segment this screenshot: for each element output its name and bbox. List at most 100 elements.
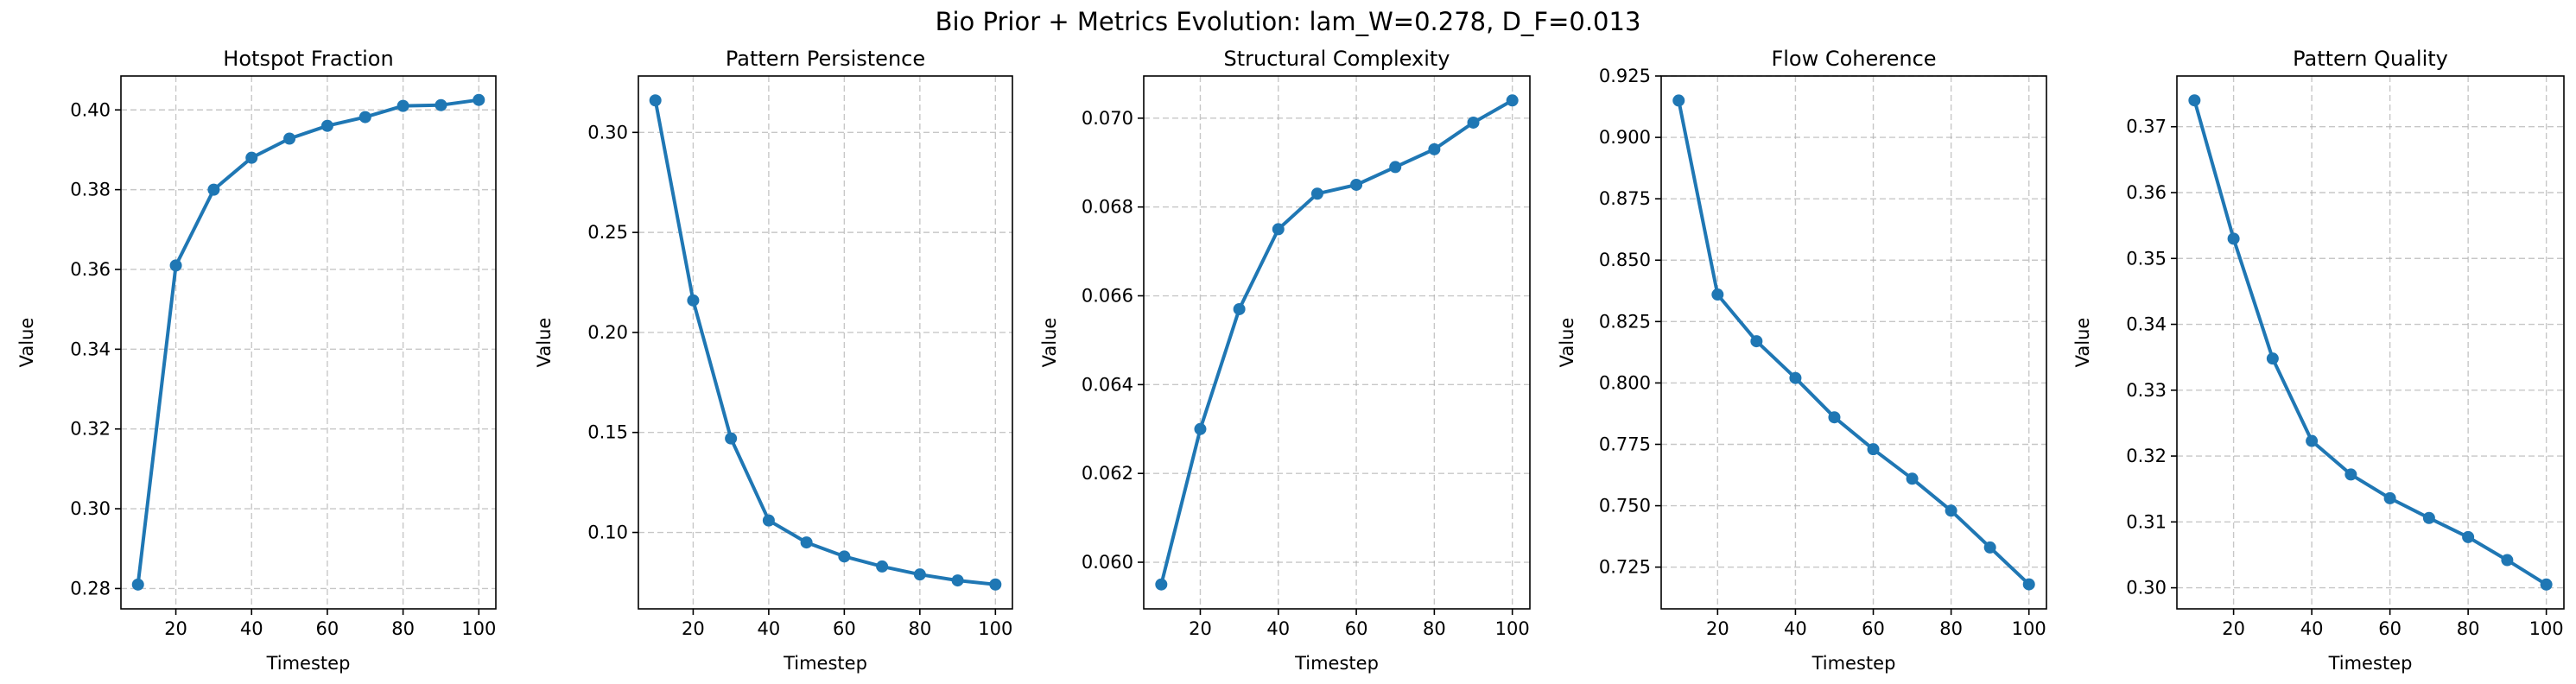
x-axis-label: Timestep bbox=[266, 653, 351, 674]
y-tick-label: 0.064 bbox=[1082, 374, 1133, 395]
subplot-3: 20 40 60 80 100 0.060 0.062 0.064 0.066 0.068 0.07… bbox=[1039, 47, 1531, 674]
x-tick-label: 100 bbox=[2012, 618, 2046, 639]
data-point bbox=[283, 132, 296, 145]
data-point bbox=[320, 119, 333, 132]
figure-title: Bio Prior + Metrics Evolution: lam_W=0.2… bbox=[935, 7, 1641, 36]
data-point bbox=[2022, 578, 2035, 591]
data-point bbox=[1194, 422, 1207, 435]
series-line bbox=[653, 99, 996, 586]
data-point bbox=[1711, 288, 1724, 301]
data-point bbox=[1828, 411, 1841, 424]
x-tick-label: 40 bbox=[240, 618, 263, 639]
subplot-5: 20 40 60 80 100 0.30 0.31 0.32 0.33 0.34 0.35 0.36 0… bbox=[2072, 47, 2565, 674]
data-point bbox=[1789, 371, 1802, 384]
axes-frame bbox=[1660, 75, 2047, 610]
y-tick-label: 0.31 bbox=[2126, 511, 2167, 532]
x-tick-label: 60 bbox=[833, 618, 856, 639]
y-axis-label: Value bbox=[534, 318, 555, 368]
x-tick-label: 20 bbox=[2222, 618, 2245, 639]
x-tick-label: 100 bbox=[978, 618, 1012, 639]
y-tick-label: 0.35 bbox=[2126, 248, 2167, 269]
x-tick-label: 40 bbox=[1784, 618, 1807, 639]
x-tick-label: 20 bbox=[682, 618, 705, 639]
data-point bbox=[1155, 578, 1168, 591]
y-tick-label: 0.800 bbox=[1599, 372, 1651, 393]
data-point bbox=[1310, 187, 1323, 200]
x-tick-label: 20 bbox=[1706, 618, 1729, 639]
y-axis-label: Value bbox=[1557, 318, 1577, 368]
y-tick-label: 0.32 bbox=[70, 419, 111, 440]
data-point bbox=[1233, 302, 1246, 315]
x-tick-label: 40 bbox=[1266, 618, 1290, 639]
y-tick-label: 0.10 bbox=[587, 522, 628, 543]
y-tick-label: 0.34 bbox=[70, 339, 111, 359]
x-tick-label: 80 bbox=[1939, 618, 1963, 639]
y-tick-label: 0.925 bbox=[1599, 66, 1651, 86]
y-tick-label: 0.725 bbox=[1599, 557, 1651, 578]
x-tick-label: 100 bbox=[461, 618, 496, 639]
data-point bbox=[397, 99, 409, 112]
data-point bbox=[951, 574, 964, 587]
y-tick-label: 0.37 bbox=[2126, 117, 2167, 137]
y-tick-label: 0.070 bbox=[1082, 108, 1133, 129]
data-point bbox=[1983, 541, 1996, 554]
axes-frame bbox=[2176, 75, 2565, 610]
data-point bbox=[913, 568, 926, 581]
subplot-title: Pattern Persistence bbox=[726, 47, 925, 71]
y-tick-label: 0.068 bbox=[1082, 197, 1133, 218]
data-point bbox=[207, 183, 220, 196]
data-point bbox=[2501, 554, 2514, 567]
x-tick-label: 100 bbox=[2529, 618, 2564, 639]
y-tick-label: 0.32 bbox=[2126, 446, 2167, 466]
data-point bbox=[131, 578, 144, 591]
data-point bbox=[1906, 472, 1919, 485]
data-point bbox=[1350, 178, 1363, 191]
data-point bbox=[2227, 232, 2240, 245]
data-point bbox=[2188, 94, 2201, 107]
subplot-title: Structural Complexity bbox=[1224, 47, 1450, 71]
data-point bbox=[2540, 578, 2553, 591]
data-point bbox=[1945, 504, 1957, 517]
data-point bbox=[2306, 434, 2319, 447]
x-tick-label: 100 bbox=[1495, 618, 1530, 639]
y-tick-label: 0.30 bbox=[587, 122, 628, 142]
data-point bbox=[2462, 530, 2475, 543]
axes-frame bbox=[1143, 75, 1531, 610]
subplot-title: Pattern Quality bbox=[2293, 47, 2448, 71]
data-point bbox=[2266, 352, 2279, 365]
x-tick-label: 20 bbox=[1189, 618, 1212, 639]
data-point bbox=[1272, 223, 1285, 236]
y-tick-label: 0.875 bbox=[1599, 188, 1651, 209]
subplot-2: 20 40 60 80 100 0.10 0.15 0.20 0.25 0.30 Pattern P… bbox=[534, 47, 1013, 674]
x-tick-label: 60 bbox=[2378, 618, 2402, 639]
y-axis-label: Value bbox=[1039, 318, 1060, 368]
y-tick-label: 0.25 bbox=[587, 222, 628, 243]
x-axis-label: Timestep bbox=[783, 653, 867, 674]
y-tick-label: 0.33 bbox=[2126, 380, 2167, 401]
data-point bbox=[245, 151, 258, 164]
y-tick-label: 0.30 bbox=[2126, 578, 2167, 598]
x-tick-label: 80 bbox=[1423, 618, 1446, 639]
data-point bbox=[473, 93, 485, 106]
data-point bbox=[989, 578, 1002, 591]
data-point bbox=[2383, 491, 2396, 504]
data-point bbox=[649, 94, 662, 107]
y-tick-label: 0.40 bbox=[70, 99, 111, 120]
y-axis-label: Value bbox=[2072, 318, 2093, 368]
data-point bbox=[1389, 161, 1402, 174]
x-tick-label: 60 bbox=[1345, 618, 1368, 639]
y-tick-label: 0.28 bbox=[70, 578, 111, 598]
subplot-1: 20 40 60 80 100 0.28 0.30 0.32 0.34 0.36 0.38 0.40 H… bbox=[16, 47, 497, 674]
y-tick-label: 0.36 bbox=[70, 259, 111, 280]
x-tick-label: 40 bbox=[2300, 618, 2324, 639]
axes-frame bbox=[638, 75, 1013, 610]
data-point bbox=[358, 111, 371, 124]
x-tick-label: 60 bbox=[1862, 618, 1885, 639]
data-point bbox=[687, 294, 700, 307]
y-tick-label: 0.775 bbox=[1599, 434, 1651, 454]
data-point bbox=[435, 98, 447, 111]
y-tick-label: 0.060 bbox=[1082, 552, 1133, 573]
data-point bbox=[800, 536, 813, 549]
y-tick-label: 0.825 bbox=[1599, 311, 1651, 332]
